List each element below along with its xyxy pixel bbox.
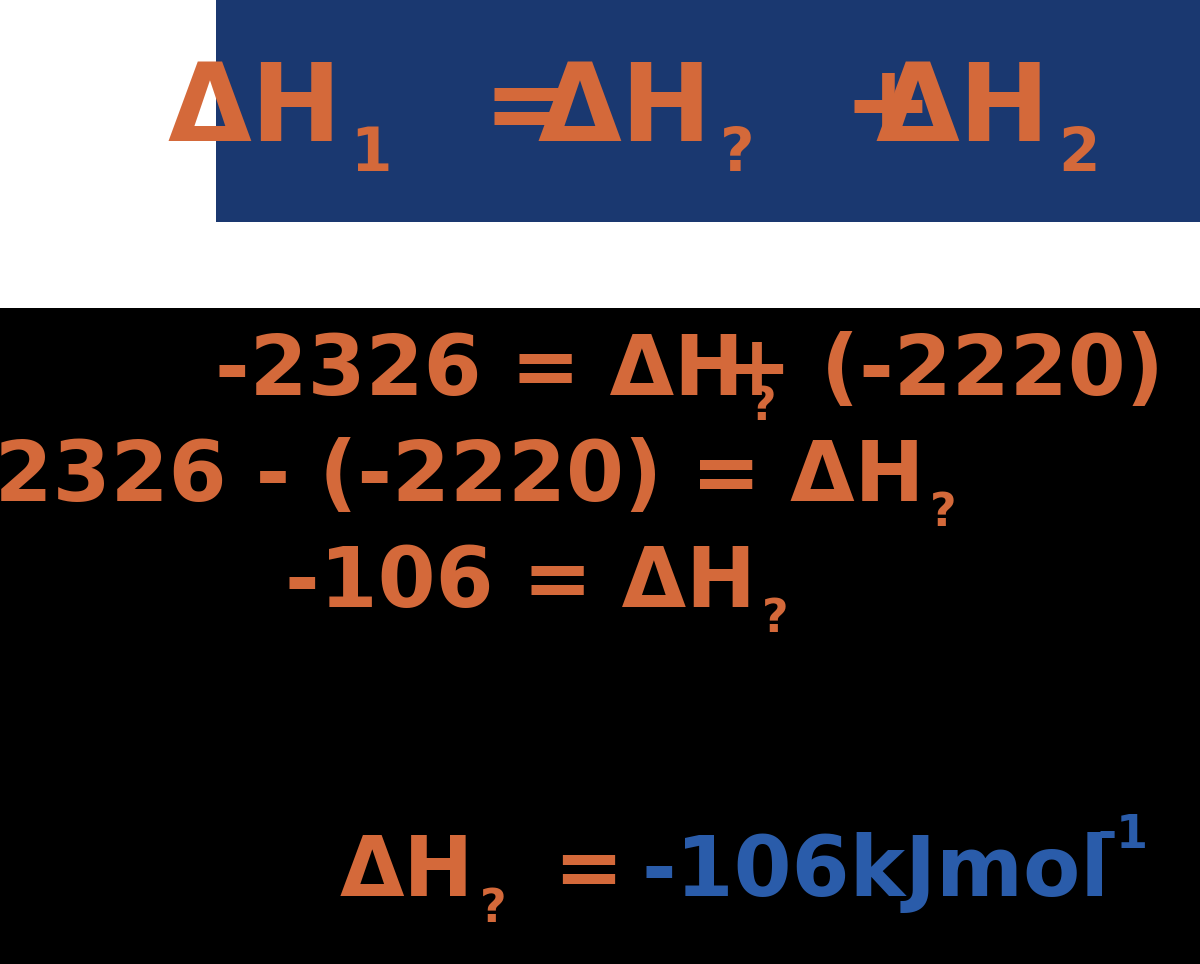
Text: -2326 - (-2220) = ΔH: -2326 - (-2220) = ΔH — [0, 437, 924, 518]
Text: ΔH: ΔH — [536, 58, 712, 164]
Text: + (-2220): + (-2220) — [722, 331, 1164, 412]
FancyBboxPatch shape — [216, 0, 1200, 222]
Text: -1: -1 — [1098, 814, 1150, 858]
Text: ?: ? — [930, 492, 956, 536]
FancyBboxPatch shape — [0, 222, 1200, 308]
Text: ?: ? — [720, 124, 755, 184]
Text: ΔH: ΔH — [875, 58, 1050, 164]
Text: -106 = ΔH: -106 = ΔH — [286, 543, 756, 624]
Text: ?: ? — [480, 887, 506, 931]
Text: -106kJmol: -106kJmol — [642, 832, 1110, 913]
Text: 2: 2 — [1058, 124, 1100, 184]
Text: ΔH: ΔH — [167, 58, 342, 164]
Text: 1: 1 — [350, 124, 392, 184]
Text: ?: ? — [762, 598, 788, 642]
Text: -2326 = ΔH: -2326 = ΔH — [215, 331, 744, 412]
Text: +: + — [842, 58, 934, 164]
Text: ΔH: ΔH — [340, 832, 474, 913]
Text: ?: ? — [750, 386, 776, 430]
FancyBboxPatch shape — [0, 0, 216, 222]
Text: =: = — [482, 58, 574, 164]
Text: =: = — [553, 832, 623, 913]
FancyBboxPatch shape — [0, 308, 1200, 964]
